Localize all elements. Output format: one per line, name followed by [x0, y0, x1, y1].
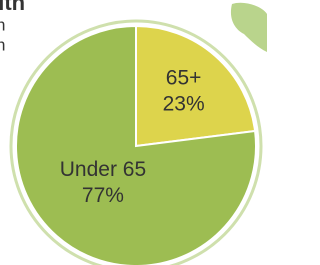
page: alth n n 65+23%Under 6577% (() => { cons…	[0, 0, 320, 265]
subtitle: n	[0, 15, 5, 34]
value-label: 77%	[82, 184, 124, 207]
slice-label: 65+	[166, 67, 202, 90]
slice-label: Under 65	[60, 158, 146, 181]
chart-title: alth	[0, 0, 25, 15]
subtitle: n	[0, 35, 5, 54]
chart: alth n n 65+ 23% Under 65 77%	[0, 0, 267, 265]
map-decoration	[231, 3, 267, 52]
value-label: 23%	[163, 93, 205, 116]
